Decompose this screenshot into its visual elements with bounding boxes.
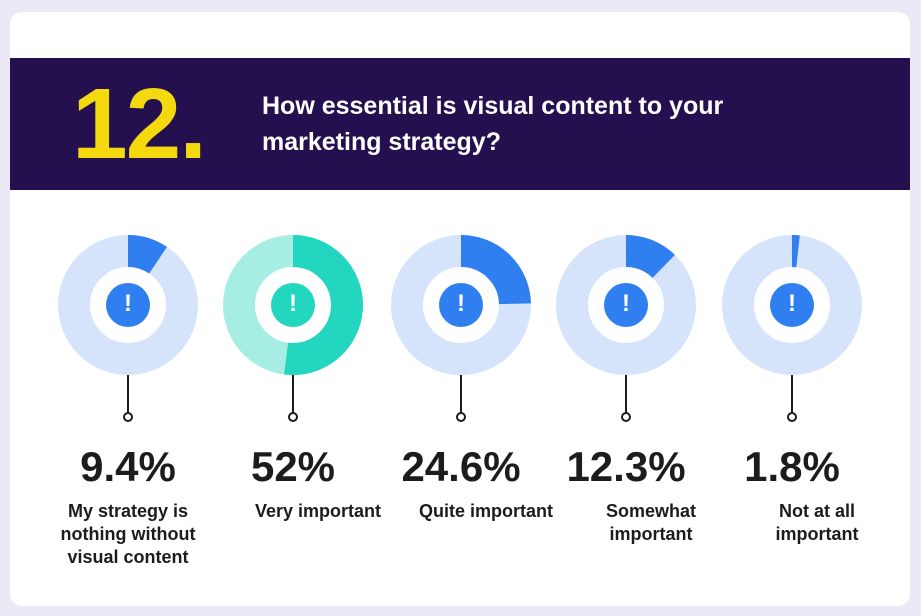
value-label: 1.8%	[744, 443, 840, 490]
icon-text: !	[124, 290, 132, 317]
stem-dot	[787, 412, 797, 422]
stem-dot	[456, 412, 466, 422]
value-label: 12.3%	[566, 443, 686, 490]
icon-text: !	[289, 290, 297, 317]
icon-circle	[271, 283, 315, 327]
stem-dot	[621, 412, 631, 422]
donut-segment	[556, 235, 696, 375]
icon-text: !	[788, 290, 796, 317]
icon-circle	[439, 283, 483, 327]
category-label: Quite important	[419, 501, 553, 521]
value-label: 52%	[250, 443, 336, 490]
question-number: 12.	[72, 68, 207, 180]
donut-segment	[58, 235, 198, 375]
category-label: Somewhat important	[605, 501, 697, 544]
donut-segment	[391, 235, 531, 375]
stem-dot	[288, 412, 298, 422]
value-label: 9.4%	[80, 443, 176, 490]
icon-circle	[106, 283, 150, 327]
header-band	[10, 58, 910, 190]
chart-title: How essential is visual content to your …	[262, 92, 724, 156]
icon-text: !	[622, 290, 630, 317]
category-label: Very important	[254, 501, 382, 521]
category-label: Not at all important	[775, 501, 859, 544]
value-label: 24.6%	[401, 443, 521, 490]
donut-segment	[223, 235, 363, 375]
icon-text: !	[457, 290, 465, 317]
stem-dot	[123, 412, 133, 422]
category-label: My strategy is nothing without visual co…	[60, 501, 196, 567]
icon-circle	[604, 283, 648, 327]
icon-circle	[770, 283, 814, 327]
donut-segment	[722, 235, 862, 375]
